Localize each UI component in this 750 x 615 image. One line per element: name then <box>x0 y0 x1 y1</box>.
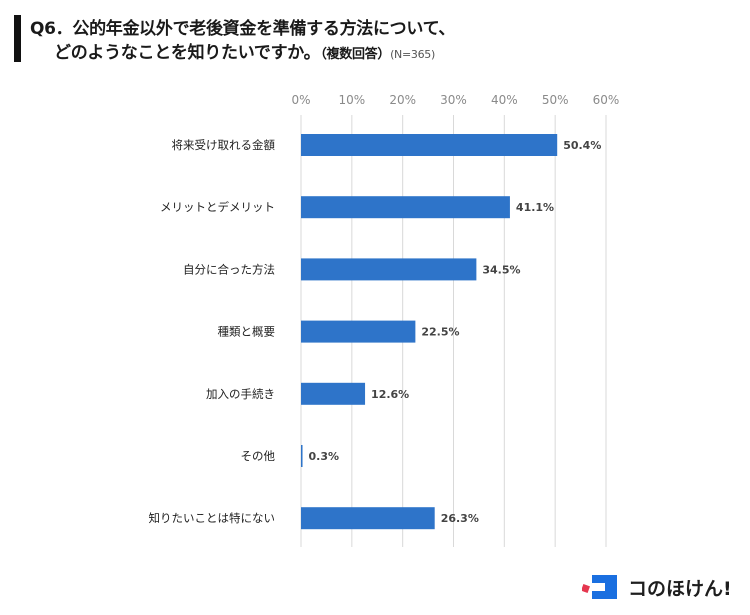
data-label: 41.1% <box>516 201 554 214</box>
category-label: 将来受け取れる金額 <box>172 138 276 152</box>
x-tick-label: 50% <box>542 93 569 107</box>
x-tick-label: 60% <box>593 93 620 107</box>
category-label: 種類と概要 <box>218 325 276 339</box>
bar <box>301 134 558 156</box>
brand-logo-group: コのほけん! <box>581 574 732 600</box>
x-tick-label: 0% <box>291 93 310 107</box>
bar <box>301 382 366 405</box>
bar <box>301 507 435 530</box>
data-label: 50.4% <box>563 139 601 152</box>
bar <box>301 445 303 467</box>
chart-title-question: どのようなことを知りたいですか。 <box>54 43 321 63</box>
category-label: その他 <box>241 449 276 463</box>
data-label: 26.3% <box>441 512 479 525</box>
data-label: 22.5% <box>421 326 459 339</box>
title-accent-bar <box>14 15 21 62</box>
bar <box>301 196 510 219</box>
brand-logo-icon <box>581 574 620 600</box>
category-label: メリットとデメリット <box>160 200 275 214</box>
chart-title-suffix: （複数回答） <box>320 47 391 62</box>
x-tick-label: 30% <box>440 93 467 107</box>
x-tick-label: 20% <box>389 93 416 107</box>
brand-name: コのほけん! <box>628 577 732 600</box>
bar <box>301 320 416 343</box>
category-label: 自分に合った方法 <box>183 262 275 276</box>
chart-title-line1: Q6．公的年金以外で老後資金を準備する方法について、 <box>30 19 456 39</box>
brand-logo-red-square <box>581 584 590 593</box>
category-label: 知りたいことは特にない <box>149 511 276 525</box>
data-label: 0.3% <box>309 450 340 463</box>
sample-size: (N=365) <box>390 48 435 61</box>
brand-logo-white-notch <box>592 583 605 591</box>
bar <box>301 258 477 281</box>
data-label: 12.6% <box>371 388 409 401</box>
x-tick-label: 10% <box>338 93 365 107</box>
x-tick-label: 40% <box>491 93 518 107</box>
chart-title-line2: どのようなことを知りたいですか。（複数回答）(N=365) <box>54 38 435 63</box>
category-label: 加入の手続き <box>206 387 275 401</box>
data-label: 34.5% <box>482 263 520 276</box>
